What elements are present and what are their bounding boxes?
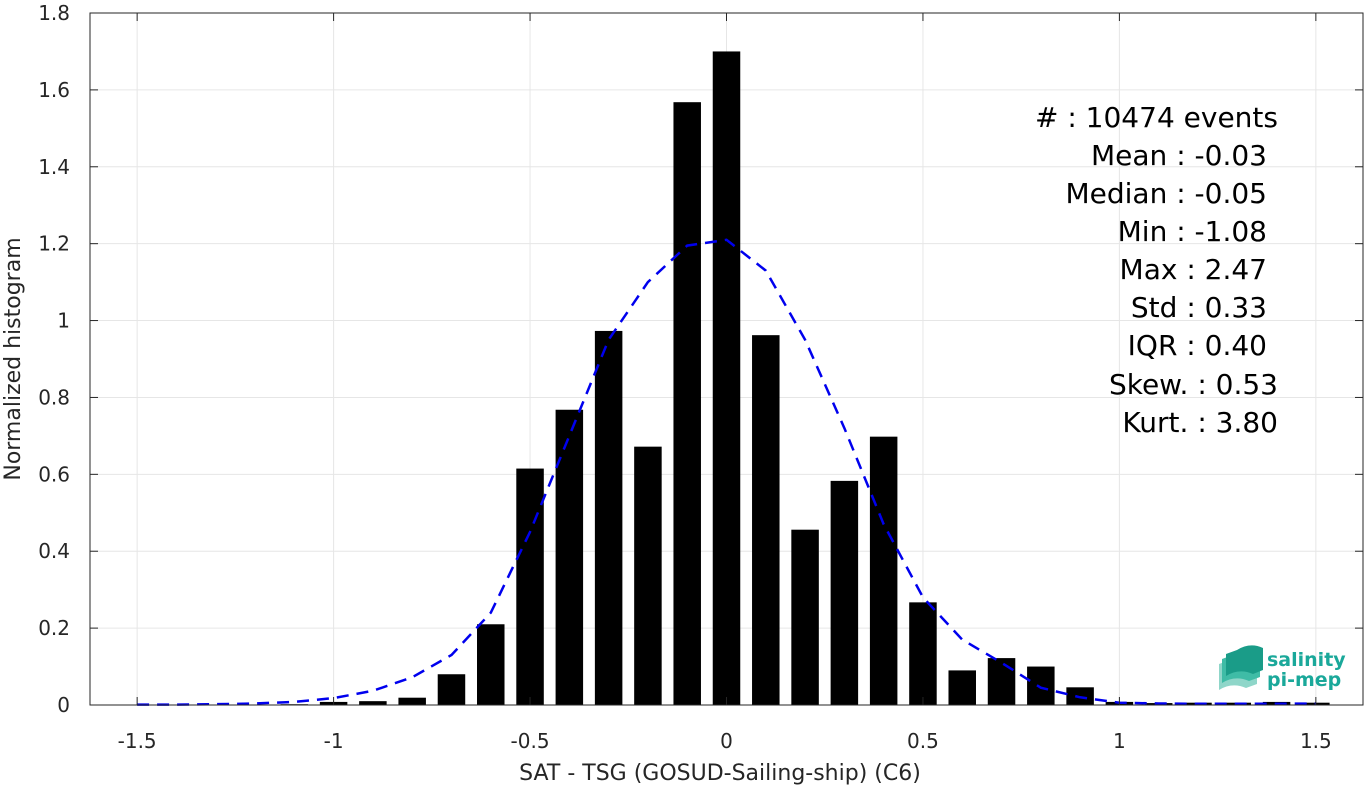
histogram-bar (869, 436, 898, 705)
stats-max: Max : 2.47 (1120, 253, 1267, 286)
histogram-bar (359, 701, 387, 705)
y-tick-label: 0 (57, 693, 70, 717)
x-tick-label: -1.5 (118, 729, 157, 753)
stats-iqr: IQR : 0.40 (1128, 329, 1267, 362)
histogram-bar (673, 102, 701, 706)
logo-pimep-text: pi-mep (1267, 669, 1341, 691)
y-tick-label: 1.4 (38, 155, 70, 179)
stats-kurt: Kurt. : 3.80 (1122, 406, 1278, 439)
x-axis-title: SAT - TSG (GOSUD-Sailing-ship) (C6) (519, 761, 921, 786)
y-tick-label: 1.6 (38, 78, 70, 102)
histogram-bar (594, 330, 623, 705)
y-tick-label: 1 (57, 309, 70, 333)
histogram-bar (555, 409, 584, 705)
histogram-bar (477, 624, 505, 705)
x-tick-label: 0.5 (907, 729, 939, 753)
y-tick-label: 0.6 (38, 462, 70, 486)
stats-box: # : 10474 events Mean : -0.03 Median : -… (1035, 101, 1278, 439)
histogram-bar (516, 468, 544, 705)
stats-events: # : 10474 events (1035, 101, 1278, 134)
logo-salinity-text: salinity (1267, 649, 1346, 671)
x-tick-label: 1.5 (1300, 729, 1332, 753)
histogram-bar (712, 51, 741, 705)
wave-layers-icon (1219, 645, 1263, 690)
histogram-bar (909, 602, 937, 705)
x-tick-label: 0 (720, 729, 733, 753)
histogram-bar (634, 446, 662, 705)
histogram-bar (1027, 666, 1055, 705)
y-tick-label: 0.2 (38, 616, 70, 640)
x-tick-label: -0.5 (511, 729, 550, 753)
y-tick-label: 0.4 (38, 539, 70, 563)
y-tick-label: 0.8 (38, 385, 70, 409)
stats-std: Std : 0.33 (1131, 291, 1267, 324)
stats-skew: Skew. : 0.53 (1109, 368, 1278, 401)
y-axis-title: Normalized histogram (1, 237, 26, 480)
x-tick-labels: -1.5 -1 -0.5 0 0.5 1 1.5 (118, 729, 1332, 753)
x-tick-label: -1 (324, 729, 344, 753)
salinity-pimep-logo: salinity pi-mep (1219, 645, 1346, 691)
histogram-bar (987, 658, 1016, 705)
histogram-bar (830, 480, 859, 705)
histogram-bar (398, 697, 426, 705)
histogram-bar (752, 335, 780, 705)
histogram-bar (791, 529, 819, 705)
histogram-bar (948, 670, 976, 705)
histogram-bar (437, 674, 466, 705)
y-tick-labels: 0 0.2 0.4 0.6 0.8 1 1.2 1.4 1.6 1.8 (38, 1, 70, 717)
stats-mean: Mean : -0.03 (1091, 139, 1267, 172)
y-tick-label: 1.2 (38, 232, 70, 256)
x-tick-label: 1 (1113, 729, 1126, 753)
stats-median: Median : -0.05 (1065, 177, 1267, 210)
y-tick-label: 1.8 (38, 1, 70, 25)
axis-ticks (90, 12, 1363, 706)
stats-min: Min : -1.08 (1118, 215, 1267, 248)
